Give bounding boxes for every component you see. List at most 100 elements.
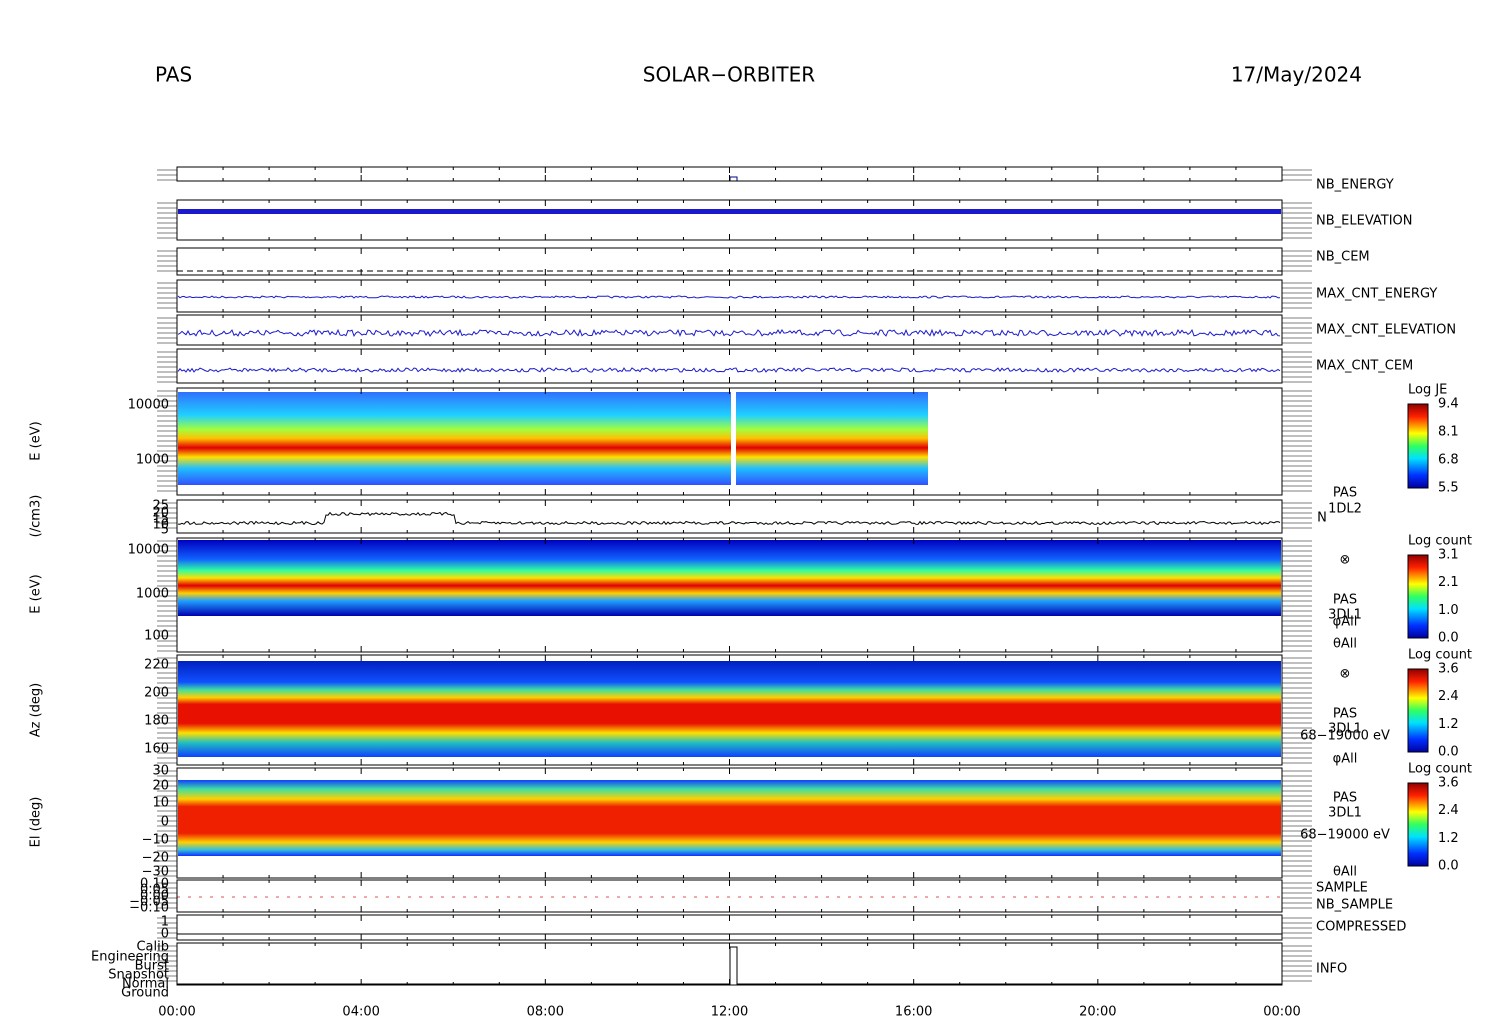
side-label: 3DL1 [1328, 608, 1362, 623]
colorbar [1407, 782, 1429, 867]
y-axis-label: (/cm3) [29, 495, 44, 538]
panels: NB_ENERGY NB_ELEVATION NB_CEM MAX_CNT_ENERG… [29, 166, 1472, 1020]
side-label: θAll [1333, 865, 1357, 880]
panel-name: COMPRESSED [1316, 920, 1406, 935]
y-tick-label: 0.05 [140, 883, 169, 898]
colorbar-tick-label: 2.4 [1438, 689, 1459, 704]
panel-name: SAMPLE [1316, 881, 1368, 896]
colorbar-tick-label: 2.1 [1438, 575, 1459, 590]
y-tick-label: Normal [122, 977, 169, 992]
colorbar-title: Log count [1408, 648, 1472, 663]
panel-name: NB_ENERGY [1316, 178, 1394, 193]
side-label: φAll [1333, 615, 1358, 630]
x-tick-label: 12:00 [711, 1005, 748, 1020]
colorbar-tick-label: 1.2 [1438, 717, 1459, 732]
y-axis-label: Az (deg) [29, 683, 44, 738]
y-tick-label: 10000 [128, 398, 169, 413]
y-tick-label: −0.10 [129, 901, 169, 916]
panel-name: MAX_CNT_ENERGY [1316, 287, 1437, 302]
side-label: 1DL2 [1328, 502, 1362, 517]
spectrogram [178, 540, 1281, 616]
panel-name: MAX_CNT_CEM [1316, 359, 1413, 374]
y-tick-label: 0.10 [140, 877, 169, 892]
data-gap [731, 392, 736, 485]
y-tick-label: 10 [152, 796, 169, 811]
colorbar-title: Log count [1408, 534, 1472, 549]
trace [177, 946, 1282, 985]
y-tick-label: Snapshot [108, 968, 169, 983]
colorbar [1407, 668, 1429, 753]
colorbar-tick-label: 3.1 [1438, 548, 1459, 563]
spectrogram [178, 661, 1281, 757]
side-label: 68−19000 eV [1300, 729, 1390, 744]
y-axis-label: E (eV) [29, 421, 44, 460]
trace [177, 367, 1281, 373]
y-tick-label: 1000 [136, 587, 169, 602]
y-tick-label: Ground [121, 986, 169, 1001]
side-label: φAll [1333, 752, 1358, 767]
x-tick-label: 08:00 [527, 1005, 564, 1020]
spectrogram [178, 392, 928, 485]
side-label: ⊗ [1340, 667, 1351, 682]
y-tick-label: 0 [161, 815, 169, 830]
colorbar-tick-label: 1.0 [1438, 603, 1459, 618]
colorbar-tick-label: 0.0 [1438, 631, 1459, 646]
side-label: 3DL1 [1328, 806, 1362, 821]
y-axis-label: El (deg) [29, 797, 44, 848]
colorbar-tick-label: 0.0 [1438, 745, 1459, 760]
trace [177, 295, 1281, 299]
side-label: PAS [1333, 593, 1357, 608]
colorbar [1407, 403, 1429, 489]
colorbar-tick-label: 6.8 [1438, 453, 1459, 468]
x-tick-label: 00:00 [1263, 1005, 1300, 1020]
spectrogram [178, 780, 1281, 856]
side-label: N [1317, 511, 1327, 526]
trace-band [178, 209, 1281, 214]
y-tick-label: −0.05 [129, 895, 169, 910]
mission: SOLAR−ORBITER [643, 63, 815, 87]
panel-name: MAX_CNT_ELEVATION [1316, 323, 1456, 338]
y-tick-label: −20 [142, 851, 169, 866]
panel-name: NB_SAMPLE [1316, 898, 1393, 913]
colorbar-tick-label: 8.1 [1438, 425, 1459, 440]
y-tick-label: 30 [152, 764, 169, 779]
date: 17/May/2024 [1231, 63, 1362, 87]
colorbar-title: Log count [1408, 762, 1472, 777]
y-tick-label: Burst [135, 959, 169, 974]
y-tick-label: 10 [152, 518, 169, 533]
y-tick-label: 0 [161, 927, 169, 942]
colorbar-tick-label: 3.6 [1438, 662, 1459, 677]
trace [177, 328, 1281, 338]
y-axis-label: E (eV) [29, 574, 44, 613]
y-tick-label: −10 [142, 833, 169, 848]
y-tick-label: 1 [161, 915, 169, 930]
y-tick-label: 0.00 [140, 889, 169, 904]
side-label: ⊗ [1340, 553, 1351, 568]
y-tick-label: 10000 [128, 543, 169, 558]
y-tick-label: 20 [152, 779, 169, 794]
side-label: 68−19000 eV [1300, 828, 1390, 843]
x-tick-label: 00:00 [158, 1005, 195, 1020]
instrument: PAS [155, 63, 192, 87]
y-tick-label: 15 [152, 512, 169, 527]
x-tick-label: 20:00 [1079, 1005, 1116, 1020]
side-label: 3DL1 [1328, 722, 1362, 737]
y-tick-label: 160 [144, 742, 169, 757]
colorbar-tick-label: 1.2 [1438, 831, 1459, 846]
colorbar-tick-label: 9.4 [1438, 397, 1459, 412]
x-tick-label: 16:00 [895, 1005, 932, 1020]
y-tick-label: 220 [144, 658, 169, 673]
y-tick-label: 25 [152, 499, 169, 514]
colorbar-title: Log JE [1408, 383, 1447, 398]
y-tick-label: 180 [144, 714, 169, 729]
trace [177, 511, 1281, 526]
side-label: PAS [1333, 791, 1357, 806]
side-label: PAS [1333, 707, 1357, 722]
y-tick-label: 200 [144, 686, 169, 701]
panel-name: INFO [1316, 962, 1347, 977]
colorbar [1407, 554, 1429, 639]
y-tick-label: 5 [161, 523, 169, 538]
y-tick-label: −30 [142, 865, 169, 880]
colorbar-tick-label: 2.4 [1438, 803, 1459, 818]
